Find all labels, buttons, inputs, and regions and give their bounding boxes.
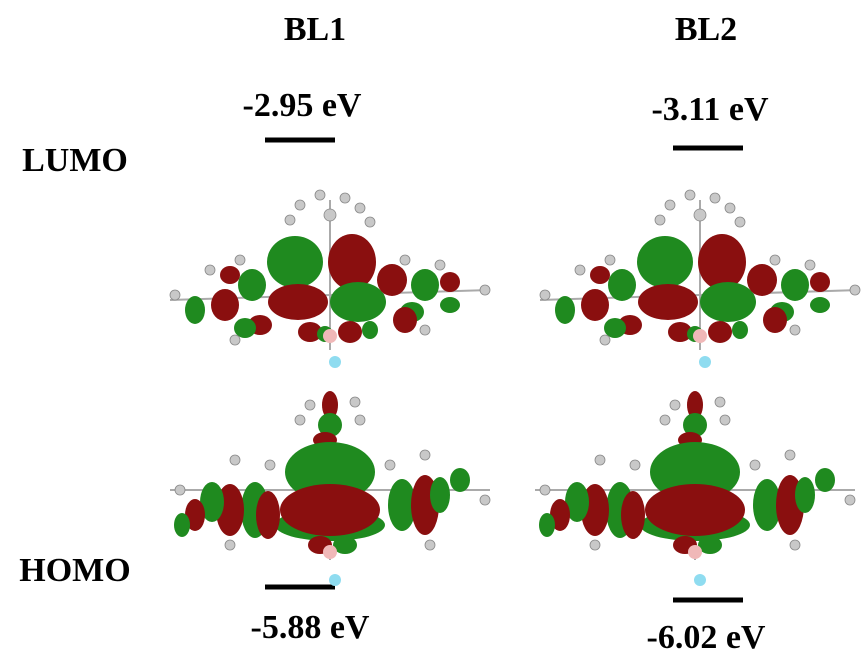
lumo-orbital [170,190,490,368]
homo-orbital [170,391,490,586]
row-label: HOMO [19,552,130,589]
energy-label: -5.88 eV [251,609,370,646]
energy-label: -2.95 eV [243,87,362,124]
row-label: LUMO [22,142,128,179]
column-label: BL2 [675,11,737,48]
lumo-orbital [540,190,860,368]
energy-label: -3.11 eV [651,91,769,128]
figure: BL1 BL2 LUMO HOMO -2.95 eV -3.11 eV -5.8… [0,0,867,660]
homo-orbital [535,391,855,586]
column-label: BL1 [284,11,346,48]
energy-label: -6.02 eV [647,619,766,656]
